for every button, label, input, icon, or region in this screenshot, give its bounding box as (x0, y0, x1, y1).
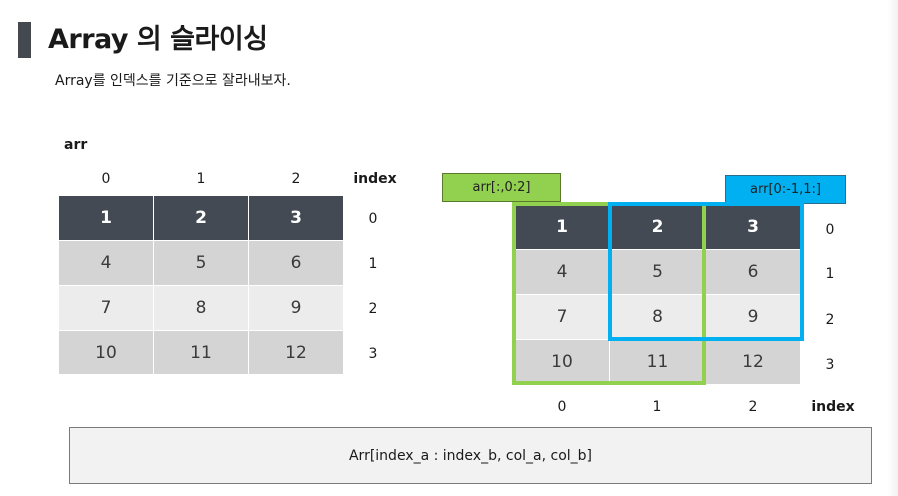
array-cell: 8 (153, 285, 249, 331)
array-cell: 6 (248, 240, 344, 286)
array-cell: 11 (609, 339, 706, 385)
left-row-label: 3 (368, 346, 378, 362)
left-col-label: 1 (196, 171, 206, 187)
array-cell: 1 (58, 195, 154, 241)
array-cell: 7 (514, 294, 610, 340)
left-col-label: 0 (101, 171, 111, 187)
array-cell: 3 (248, 195, 344, 241)
array-cell: 12 (248, 330, 344, 375)
right-col-label: 2 (748, 399, 758, 415)
right-row-label: 3 (825, 357, 835, 373)
array-cell: 4 (58, 240, 154, 286)
right-row-label: 0 (825, 222, 835, 238)
array-cell: 9 (248, 285, 344, 331)
array-cell: 5 (153, 240, 249, 286)
array-cell: 3 (705, 204, 801, 250)
left-row-label: 0 (368, 211, 378, 227)
left-col-label: 2 (291, 171, 301, 187)
arr-label: arr (64, 137, 88, 153)
array-cell: 5 (609, 249, 706, 295)
array-cell: 9 (705, 294, 801, 340)
right-col-label: 0 (557, 399, 567, 415)
array-cell: 12 (705, 339, 801, 385)
array-cell: 4 (514, 249, 610, 295)
array-cell: 2 (153, 195, 249, 241)
right-array-grid: 1 2 3 4 5 6 7 8 9 10 11 12 (514, 204, 801, 385)
array-cell: 10 (58, 330, 154, 375)
page-subtitle: Array를 인덱스를 기준으로 잘라내보자. (55, 73, 291, 89)
right-row-label: 1 (825, 266, 835, 282)
slicing-syntax-text: Arr[index_a : index_b, col_a, col_b] (348, 447, 593, 464)
array-cell: 2 (609, 204, 706, 250)
slicing-syntax-box: Arr[index_a : index_b, col_a, col_b] (69, 427, 872, 484)
page-title: Array 의 슬라이싱 (48, 24, 268, 55)
blue-slice-tag: arr[0:-1,1:] (725, 175, 846, 204)
left-row-label: 2 (368, 301, 378, 317)
right-col-label: 1 (652, 399, 662, 415)
right-index-label: index (811, 399, 855, 415)
array-cell: 1 (514, 204, 610, 250)
slide-edge-shadow (888, 0, 898, 496)
left-array-grid: 1 2 3 4 5 6 7 8 9 10 11 12 (58, 195, 344, 375)
array-cell: 8 (609, 294, 706, 340)
array-cell: 6 (705, 249, 801, 295)
array-cell: 7 (58, 285, 154, 331)
green-slice-tag: arr[:,0:2] (442, 173, 561, 202)
right-row-label: 2 (825, 312, 835, 328)
left-row-label: 1 (368, 256, 378, 272)
left-index-label: index (353, 171, 397, 187)
array-cell: 11 (153, 330, 249, 375)
title-accent-bar (18, 22, 31, 58)
array-cell: 10 (514, 339, 610, 385)
